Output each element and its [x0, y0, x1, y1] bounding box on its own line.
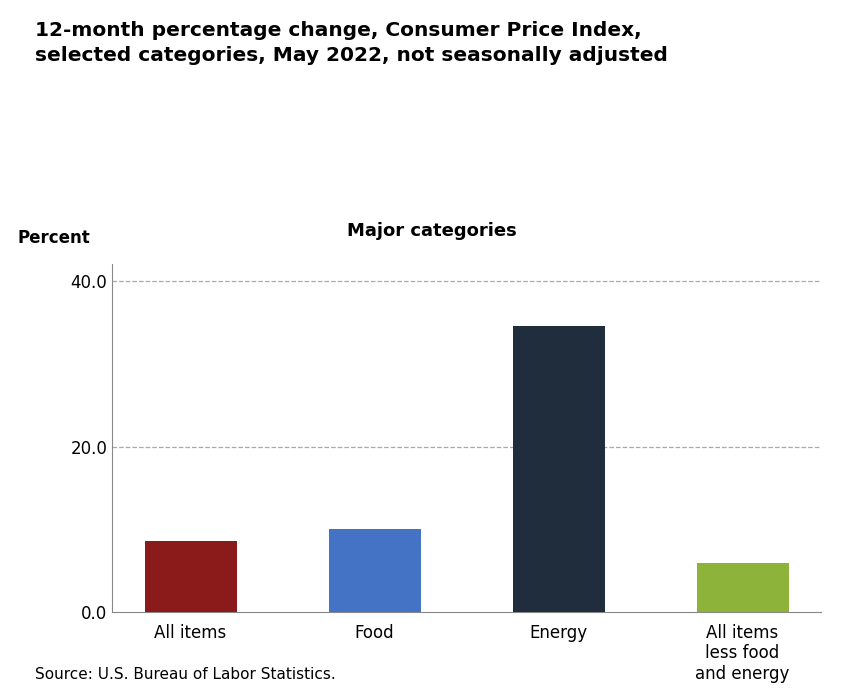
Text: Source: U.S. Bureau of Labor Statistics.: Source: U.S. Bureau of Labor Statistics.	[35, 667, 335, 682]
Text: 12-month percentage change, Consumer Price Index,
selected categories, May 2022,: 12-month percentage change, Consumer Pri…	[35, 21, 667, 65]
Text: Major categories: Major categories	[347, 222, 517, 240]
Bar	[696, 563, 789, 612]
Bar	[512, 326, 605, 612]
Bar	[328, 529, 421, 612]
Text: Percent: Percent	[17, 229, 90, 247]
Bar	[144, 541, 237, 612]
